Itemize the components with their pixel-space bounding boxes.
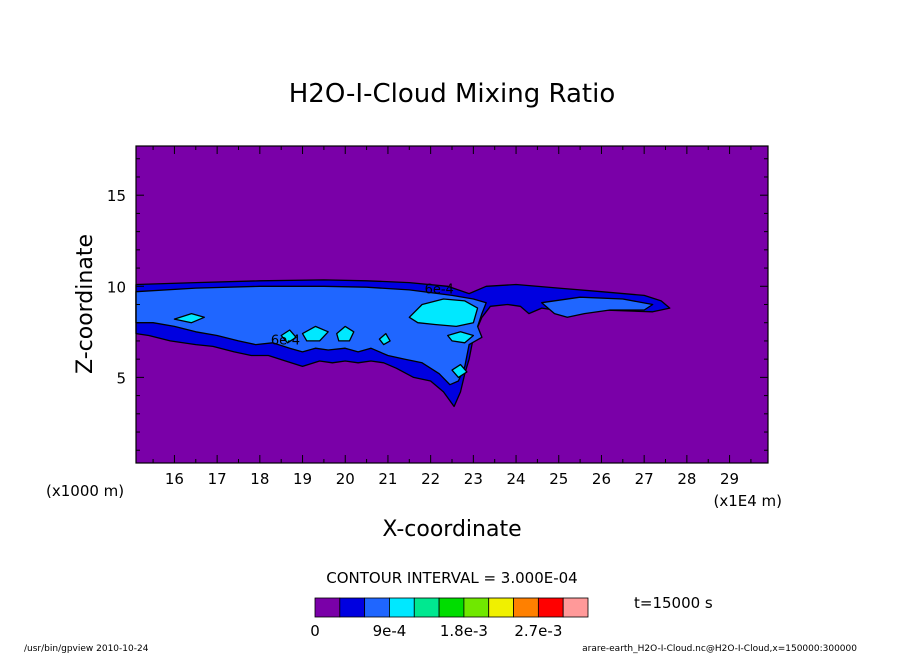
x-tick-label: 17 bbox=[208, 470, 227, 488]
contour-region-5 bbox=[447, 331, 475, 344]
x-tick-label: 16 bbox=[165, 470, 184, 488]
colorbar-swatch bbox=[562, 597, 589, 618]
x-tick-label: 20 bbox=[336, 470, 355, 488]
time-label: t=15000 s bbox=[634, 594, 713, 612]
y-axis-ticks: 5 10 15 bbox=[107, 158, 768, 451]
colorbar-swatch bbox=[513, 597, 539, 618]
colorbar-label: 1.8e-3 bbox=[440, 622, 488, 640]
colorbar-swatch bbox=[339, 597, 366, 618]
chart-title: H2O-I-Cloud Mixing Ratio bbox=[289, 79, 616, 109]
x-tick-label: 19 bbox=[293, 470, 312, 488]
colorbar-swatch bbox=[314, 597, 341, 618]
x-tick-label: 24 bbox=[507, 470, 526, 488]
contour-region-11 bbox=[378, 332, 391, 346]
x-unit-right-label: (x1E4 m) bbox=[713, 492, 782, 510]
colorbar-swatch bbox=[537, 597, 564, 618]
contour-region-4 bbox=[408, 298, 479, 328]
colorbar-label: 2.7e-3 bbox=[514, 622, 562, 640]
x-tick-label: 28 bbox=[677, 470, 696, 488]
y-axis-label: Z-coordinate bbox=[73, 234, 98, 374]
contour-region-3 bbox=[541, 296, 654, 318]
contour-region-6 bbox=[451, 363, 468, 379]
x-tick-label: 21 bbox=[378, 470, 397, 488]
contour-region-9 bbox=[173, 312, 205, 324]
x-tick-label: 26 bbox=[592, 470, 611, 488]
x-tick-label: 23 bbox=[464, 470, 483, 488]
x-tick-label: 18 bbox=[250, 470, 269, 488]
colorbar-swatch bbox=[488, 597, 514, 618]
x-tick-label: 25 bbox=[549, 470, 568, 488]
contour-region-8 bbox=[336, 325, 355, 342]
contour-interval-label: CONTOUR INTERVAL = 3.000E-04 bbox=[326, 569, 577, 587]
contour-region-7 bbox=[301, 325, 329, 342]
colorbar-swatch bbox=[364, 597, 390, 618]
x-axis-ticks: 16 17 18 19 20 21 22 23 24 25 26 27 28 29 bbox=[152, 146, 752, 488]
y-tick-label: 5 bbox=[116, 369, 126, 387]
contour-region-10 bbox=[280, 329, 297, 344]
x-unit-left-label: (x1000 m) bbox=[46, 482, 124, 500]
contour-fills bbox=[135, 279, 671, 408]
colorbar-swatch bbox=[413, 597, 440, 618]
contour-label-2: 6e-4 bbox=[271, 334, 300, 349]
contour-labels: 6e-4 6e-4 bbox=[271, 283, 454, 349]
colorbar: 0 9e-4 1.8e-3 2.7e-3 bbox=[310, 597, 589, 640]
x-axis-label: X-coordinate bbox=[382, 517, 521, 542]
x-tick-label: 27 bbox=[635, 470, 654, 488]
contour-label-1: 6e-4 bbox=[425, 283, 454, 298]
colorbar-swatch bbox=[389, 597, 415, 618]
x-tick-label: 22 bbox=[421, 470, 440, 488]
colorbar-swatch bbox=[463, 597, 490, 618]
footer-right-text: arare-earth_H2O-I-Cloud.nc@H2O-I-Cloud,x… bbox=[582, 644, 857, 654]
plot-area: 6e-4 6e-4 bbox=[135, 145, 769, 464]
x-tick-label: 29 bbox=[720, 470, 739, 488]
y-tick-label: 15 bbox=[107, 187, 126, 205]
footer-left-text: /usr/bin/gpview 2010-10-24 bbox=[24, 644, 149, 654]
colorbar-swatch bbox=[438, 597, 465, 618]
y-tick-label: 10 bbox=[107, 278, 126, 296]
colorbar-label: 0 bbox=[310, 622, 320, 640]
colorbar-label: 9e-4 bbox=[373, 622, 407, 640]
